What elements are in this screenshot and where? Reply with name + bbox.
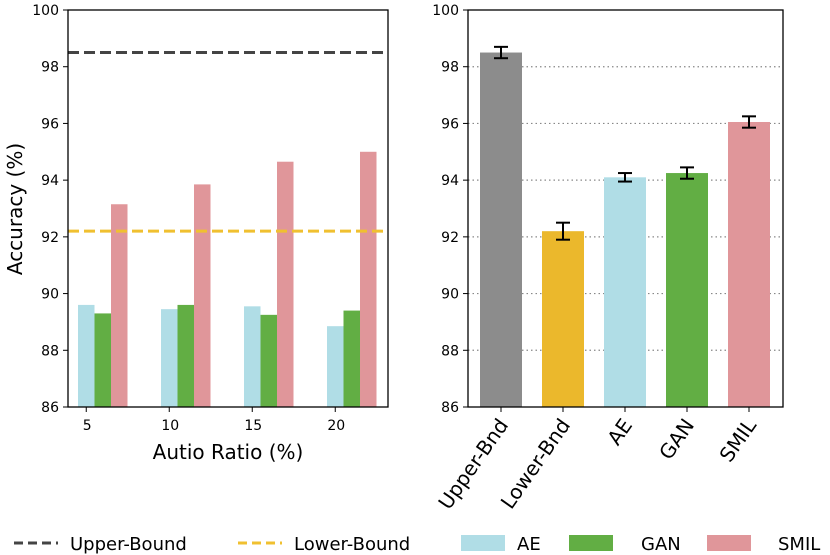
y-tick-label: 92 — [41, 230, 59, 246]
bar-gan-5 — [94, 313, 111, 407]
bar-gan-20 — [343, 310, 360, 407]
legend-label-lower-bound: Lower-Bound — [294, 534, 410, 555]
y-tick-label: 96 — [41, 116, 59, 132]
left-y-axis-label: Accuracy (%) — [3, 143, 27, 275]
y-tick-label: 100 — [32, 3, 59, 19]
legend-marker-smil — [707, 535, 751, 551]
bar-smil-10 — [194, 184, 211, 407]
legend-marker-gan — [569, 535, 613, 551]
y-tick-label: 98 — [441, 60, 459, 76]
bar-smil-5 — [111, 204, 128, 407]
x-tick-label-ae: AE — [602, 414, 637, 449]
left-y-ticks: 86 88 90 92 94 96 98 100 — [32, 3, 68, 416]
bar-smil — [728, 122, 770, 407]
left-reference-lines — [68, 51, 388, 233]
y-tick-label: 90 — [41, 287, 59, 303]
y-tick-label: 96 — [441, 116, 459, 132]
left-plot-frame — [67, 9, 389, 408]
y-tick-label: 98 — [41, 60, 59, 76]
y-tick-label: 86 — [441, 400, 459, 416]
legend-label-smil: SMIL — [778, 534, 820, 555]
y-tick-label: 88 — [41, 343, 59, 359]
x-tick-label: 5 — [83, 418, 92, 434]
left-chart: 86 88 90 92 94 96 98 100 5 10 15 20 Accuracy (%) A… — [3, 3, 389, 464]
bar-ae-10 — [161, 309, 178, 407]
y-tick-label: 88 — [441, 343, 459, 359]
legend-label-upper-bound: Upper-Bound — [70, 534, 187, 555]
bar-smil-15 — [277, 161, 294, 407]
bar-ae-15 — [244, 306, 261, 407]
bar-smil-20 — [360, 151, 377, 407]
right-error-bars — [494, 45, 756, 241]
left-bars — [78, 151, 377, 407]
bar-ae — [604, 177, 646, 407]
bar-gan-15 — [260, 314, 277, 407]
legend-marker-ae — [461, 535, 505, 551]
bar-lower-bnd — [542, 231, 584, 407]
x-tick-label: 20 — [327, 418, 345, 434]
y-tick-label: 92 — [441, 230, 459, 246]
bar-gan — [666, 173, 708, 407]
left-x-ticks: 5 10 15 20 — [83, 407, 345, 434]
right-y-ticks: 86 88 90 92 94 96 98 100 — [432, 3, 468, 416]
bar-gan-10 — [177, 304, 194, 407]
legend-label-ae: AE — [517, 534, 541, 555]
y-tick-label: 94 — [41, 173, 59, 189]
bar-upper-bnd — [480, 52, 522, 408]
legend: Upper-Bound Lower-Bound AE GAN SMIL — [14, 534, 820, 555]
x-tick-label-smil: SMIL — [714, 413, 761, 466]
y-tick-label: 100 — [432, 3, 459, 19]
y-tick-label: 94 — [441, 173, 459, 189]
left-x-axis-label: Autio Ratio (%) — [153, 440, 304, 464]
x-tick-label-gan: GAN — [654, 414, 699, 464]
bar-ae-20 — [327, 326, 344, 407]
legend-label-gan: GAN — [641, 534, 681, 555]
x-tick-label: 10 — [161, 418, 179, 434]
y-tick-label: 86 — [41, 400, 59, 416]
x-tick-label: 15 — [244, 418, 262, 434]
y-tick-label: 90 — [441, 287, 459, 303]
right-bars — [480, 52, 770, 408]
bar-ae-5 — [78, 304, 95, 407]
